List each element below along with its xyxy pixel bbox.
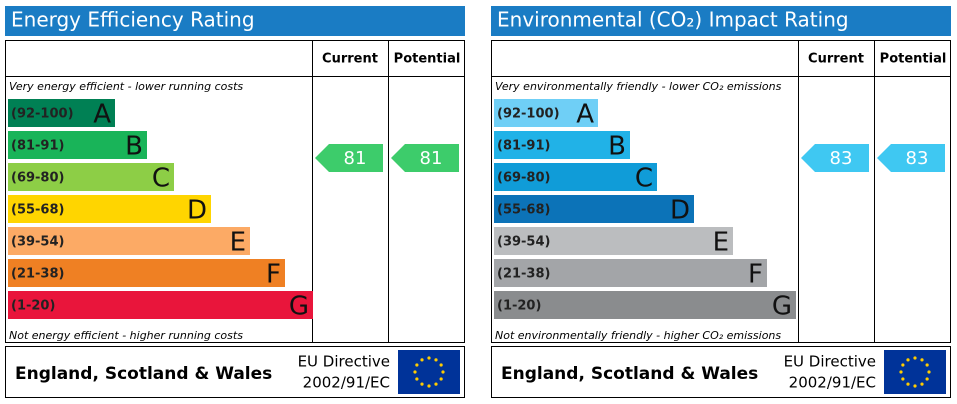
band <box>494 131 630 159</box>
band-letter: E <box>230 228 246 258</box>
eu-star <box>920 358 924 362</box>
eu-star <box>420 382 424 386</box>
eu-star <box>441 370 445 374</box>
band <box>8 195 211 223</box>
band-letter: D <box>670 196 690 226</box>
band <box>494 259 767 287</box>
eu-star <box>913 384 917 388</box>
top-note: Very environmentally friendly - lower CO… <box>495 80 782 93</box>
eu-star <box>434 358 438 362</box>
band-range: (69-80) <box>497 171 550 186</box>
rating-panel: Environmental (CO₂) Impact Rating Current… <box>491 6 951 398</box>
eu-star <box>427 384 431 388</box>
eu-star <box>925 377 929 381</box>
eu-star <box>427 356 431 360</box>
bottom-note: Not energy efficient - higher running co… <box>9 329 243 342</box>
eu-star <box>913 356 917 360</box>
band-letter: G <box>772 292 792 322</box>
band-letter: A <box>576 100 594 130</box>
band <box>8 259 285 287</box>
directive: EU Directive <box>784 353 876 371</box>
directive: 2002/91/EC <box>789 374 876 392</box>
column-header: Potential <box>394 52 461 67</box>
title-bar <box>491 6 951 36</box>
panel-title: Energy Efficiency Rating <box>11 8 255 32</box>
band-range: (92-100) <box>11 107 74 122</box>
band <box>8 227 250 255</box>
band-range: (1-20) <box>11 299 55 314</box>
band-letter: A <box>93 100 111 130</box>
band-range: (81-91) <box>11 139 64 154</box>
eu-star <box>901 377 905 381</box>
band-letter: C <box>635 164 653 194</box>
footer-box <box>5 346 465 398</box>
eu-star <box>413 370 417 374</box>
column-header: Potential <box>880 52 947 67</box>
eu-star <box>420 358 424 362</box>
eu-star <box>906 358 910 362</box>
band-range: (69-80) <box>11 171 64 186</box>
directive: EU Directive <box>298 353 390 371</box>
eu-star <box>434 382 438 386</box>
footer-region: England, Scotland & Wales <box>501 364 758 384</box>
band <box>494 99 598 127</box>
band-range: (92-100) <box>497 107 560 122</box>
rating-arrow <box>877 144 945 172</box>
column-header: Current <box>808 52 864 67</box>
band <box>494 291 796 319</box>
footer-box <box>491 346 951 398</box>
rating-arrow <box>315 144 383 172</box>
rating-value: 83 <box>906 148 929 169</box>
band <box>494 163 657 191</box>
band-letter: B <box>125 132 143 162</box>
eu-star <box>925 363 929 367</box>
band <box>8 163 174 191</box>
eu-star <box>439 377 443 381</box>
band-letter: C <box>152 164 170 194</box>
band-range: (81-91) <box>497 139 550 154</box>
footer-region: England, Scotland & Wales <box>15 364 272 384</box>
band <box>494 195 694 223</box>
eu-star <box>906 382 910 386</box>
rating-value: 81 <box>344 148 367 169</box>
title-bar <box>5 6 465 36</box>
band <box>8 99 115 127</box>
band-range: (1-20) <box>497 299 541 314</box>
rating-panel: Energy Efficiency Rating Current Potential… <box>5 6 465 398</box>
band-range: (39-54) <box>497 235 550 250</box>
band-letter: E <box>713 228 729 258</box>
band <box>494 227 733 255</box>
eu-star <box>415 363 419 367</box>
band-range: (55-68) <box>11 203 64 218</box>
rating-value: 81 <box>420 148 443 169</box>
rating-arrow <box>801 144 869 172</box>
column-header: Current <box>322 52 378 67</box>
bottom-note: Not environmentally friendly - higher CO… <box>495 329 781 342</box>
band-letter: G <box>289 292 309 322</box>
band-letter: D <box>187 196 207 226</box>
rating-value: 83 <box>830 148 853 169</box>
band <box>8 131 147 159</box>
eu-star <box>439 363 443 367</box>
eu-star <box>415 377 419 381</box>
eu-star <box>920 382 924 386</box>
eu-star <box>899 370 903 374</box>
band-letter: F <box>748 260 763 290</box>
band-letter: F <box>266 260 281 290</box>
panel-title: Environmental (CO₂) Impact Rating <box>497 8 849 32</box>
band-range: (39-54) <box>11 235 64 250</box>
rating-arrow <box>391 144 459 172</box>
main-box <box>491 40 951 343</box>
eu-star <box>901 363 905 367</box>
eu-star <box>927 370 931 374</box>
main-box <box>5 40 465 343</box>
top-note: Very energy efficient - lower running co… <box>9 80 243 93</box>
band-letter: B <box>608 132 626 162</box>
band-range: (21-38) <box>497 267 550 282</box>
directive: 2002/91/EC <box>303 374 390 392</box>
band <box>8 291 313 319</box>
band-range: (21-38) <box>11 267 64 282</box>
band-range: (55-68) <box>497 203 550 218</box>
